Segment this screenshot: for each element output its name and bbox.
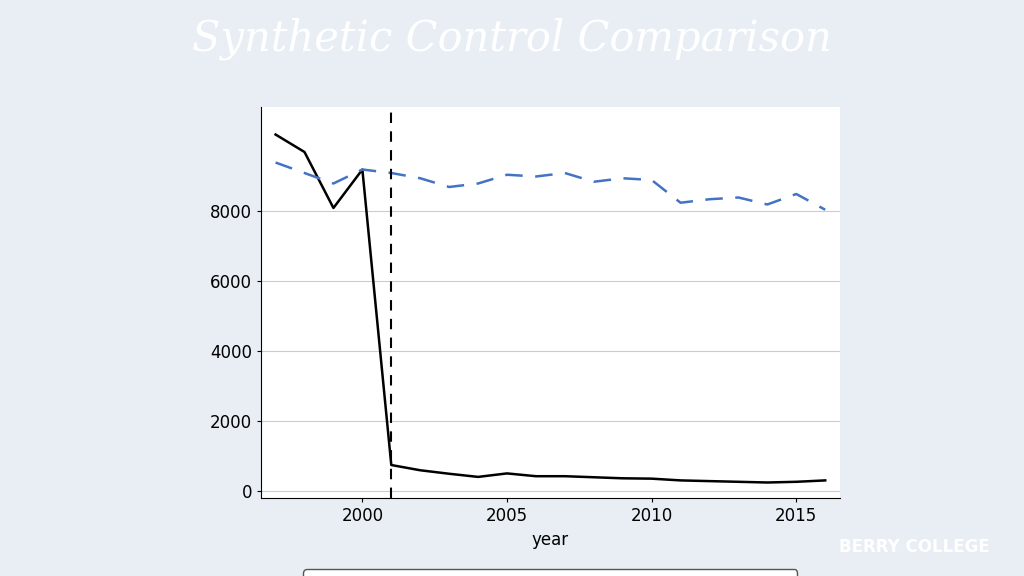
Synthetic Salt Lake City — [385, 169, 397, 176]
Synthetic Salt Lake City — [501, 171, 513, 178]
Salt Lake City — [356, 166, 369, 173]
Synthetic Salt Lake City — [645, 176, 657, 183]
Salt Lake City — [645, 475, 657, 482]
Salt Lake City — [732, 478, 744, 485]
Salt Lake City — [761, 479, 773, 486]
Synthetic Salt Lake City — [529, 173, 542, 180]
Synthetic Salt Lake City — [356, 166, 369, 173]
Salt Lake City — [443, 470, 456, 477]
Synthetic Salt Lake City — [791, 191, 803, 198]
Salt Lake City — [328, 204, 340, 211]
Line: Synthetic Salt Lake City: Synthetic Salt Lake City — [275, 162, 825, 210]
Salt Lake City — [588, 474, 600, 481]
Legend: Salt Lake City, Synthetic Salt Lake City: Salt Lake City, Synthetic Salt Lake City — [303, 570, 798, 576]
Salt Lake City — [269, 131, 282, 138]
X-axis label: year: year — [531, 531, 569, 549]
Synthetic Salt Lake City — [819, 206, 831, 213]
Line: Salt Lake City: Salt Lake City — [275, 135, 825, 483]
Salt Lake City — [501, 470, 513, 477]
Salt Lake City — [703, 478, 716, 484]
Salt Lake City — [385, 461, 397, 468]
Synthetic Salt Lake City — [761, 201, 773, 208]
Salt Lake City — [675, 477, 687, 484]
Salt Lake City — [298, 149, 310, 156]
Salt Lake City — [559, 473, 571, 480]
Synthetic Salt Lake City — [472, 180, 484, 187]
Salt Lake City — [529, 473, 542, 480]
Synthetic Salt Lake City — [443, 184, 456, 191]
Synthetic Salt Lake City — [675, 199, 687, 206]
Synthetic Salt Lake City — [414, 175, 426, 181]
Synthetic Salt Lake City — [559, 169, 571, 176]
Salt Lake City — [616, 475, 629, 482]
Synthetic Salt Lake City — [298, 169, 310, 176]
Synthetic Salt Lake City — [588, 179, 600, 185]
Synthetic Salt Lake City — [732, 194, 744, 201]
Salt Lake City — [819, 477, 831, 484]
Salt Lake City — [791, 478, 803, 485]
Synthetic Salt Lake City — [328, 180, 340, 187]
Salt Lake City — [472, 473, 484, 480]
Text: BERRY COLLEGE: BERRY COLLEGE — [839, 538, 989, 556]
Synthetic Salt Lake City — [616, 175, 629, 181]
Synthetic Salt Lake City — [269, 159, 282, 166]
Text: Synthetic Control Comparison: Synthetic Control Comparison — [193, 18, 831, 60]
Salt Lake City — [414, 467, 426, 473]
Synthetic Salt Lake City — [703, 196, 716, 203]
